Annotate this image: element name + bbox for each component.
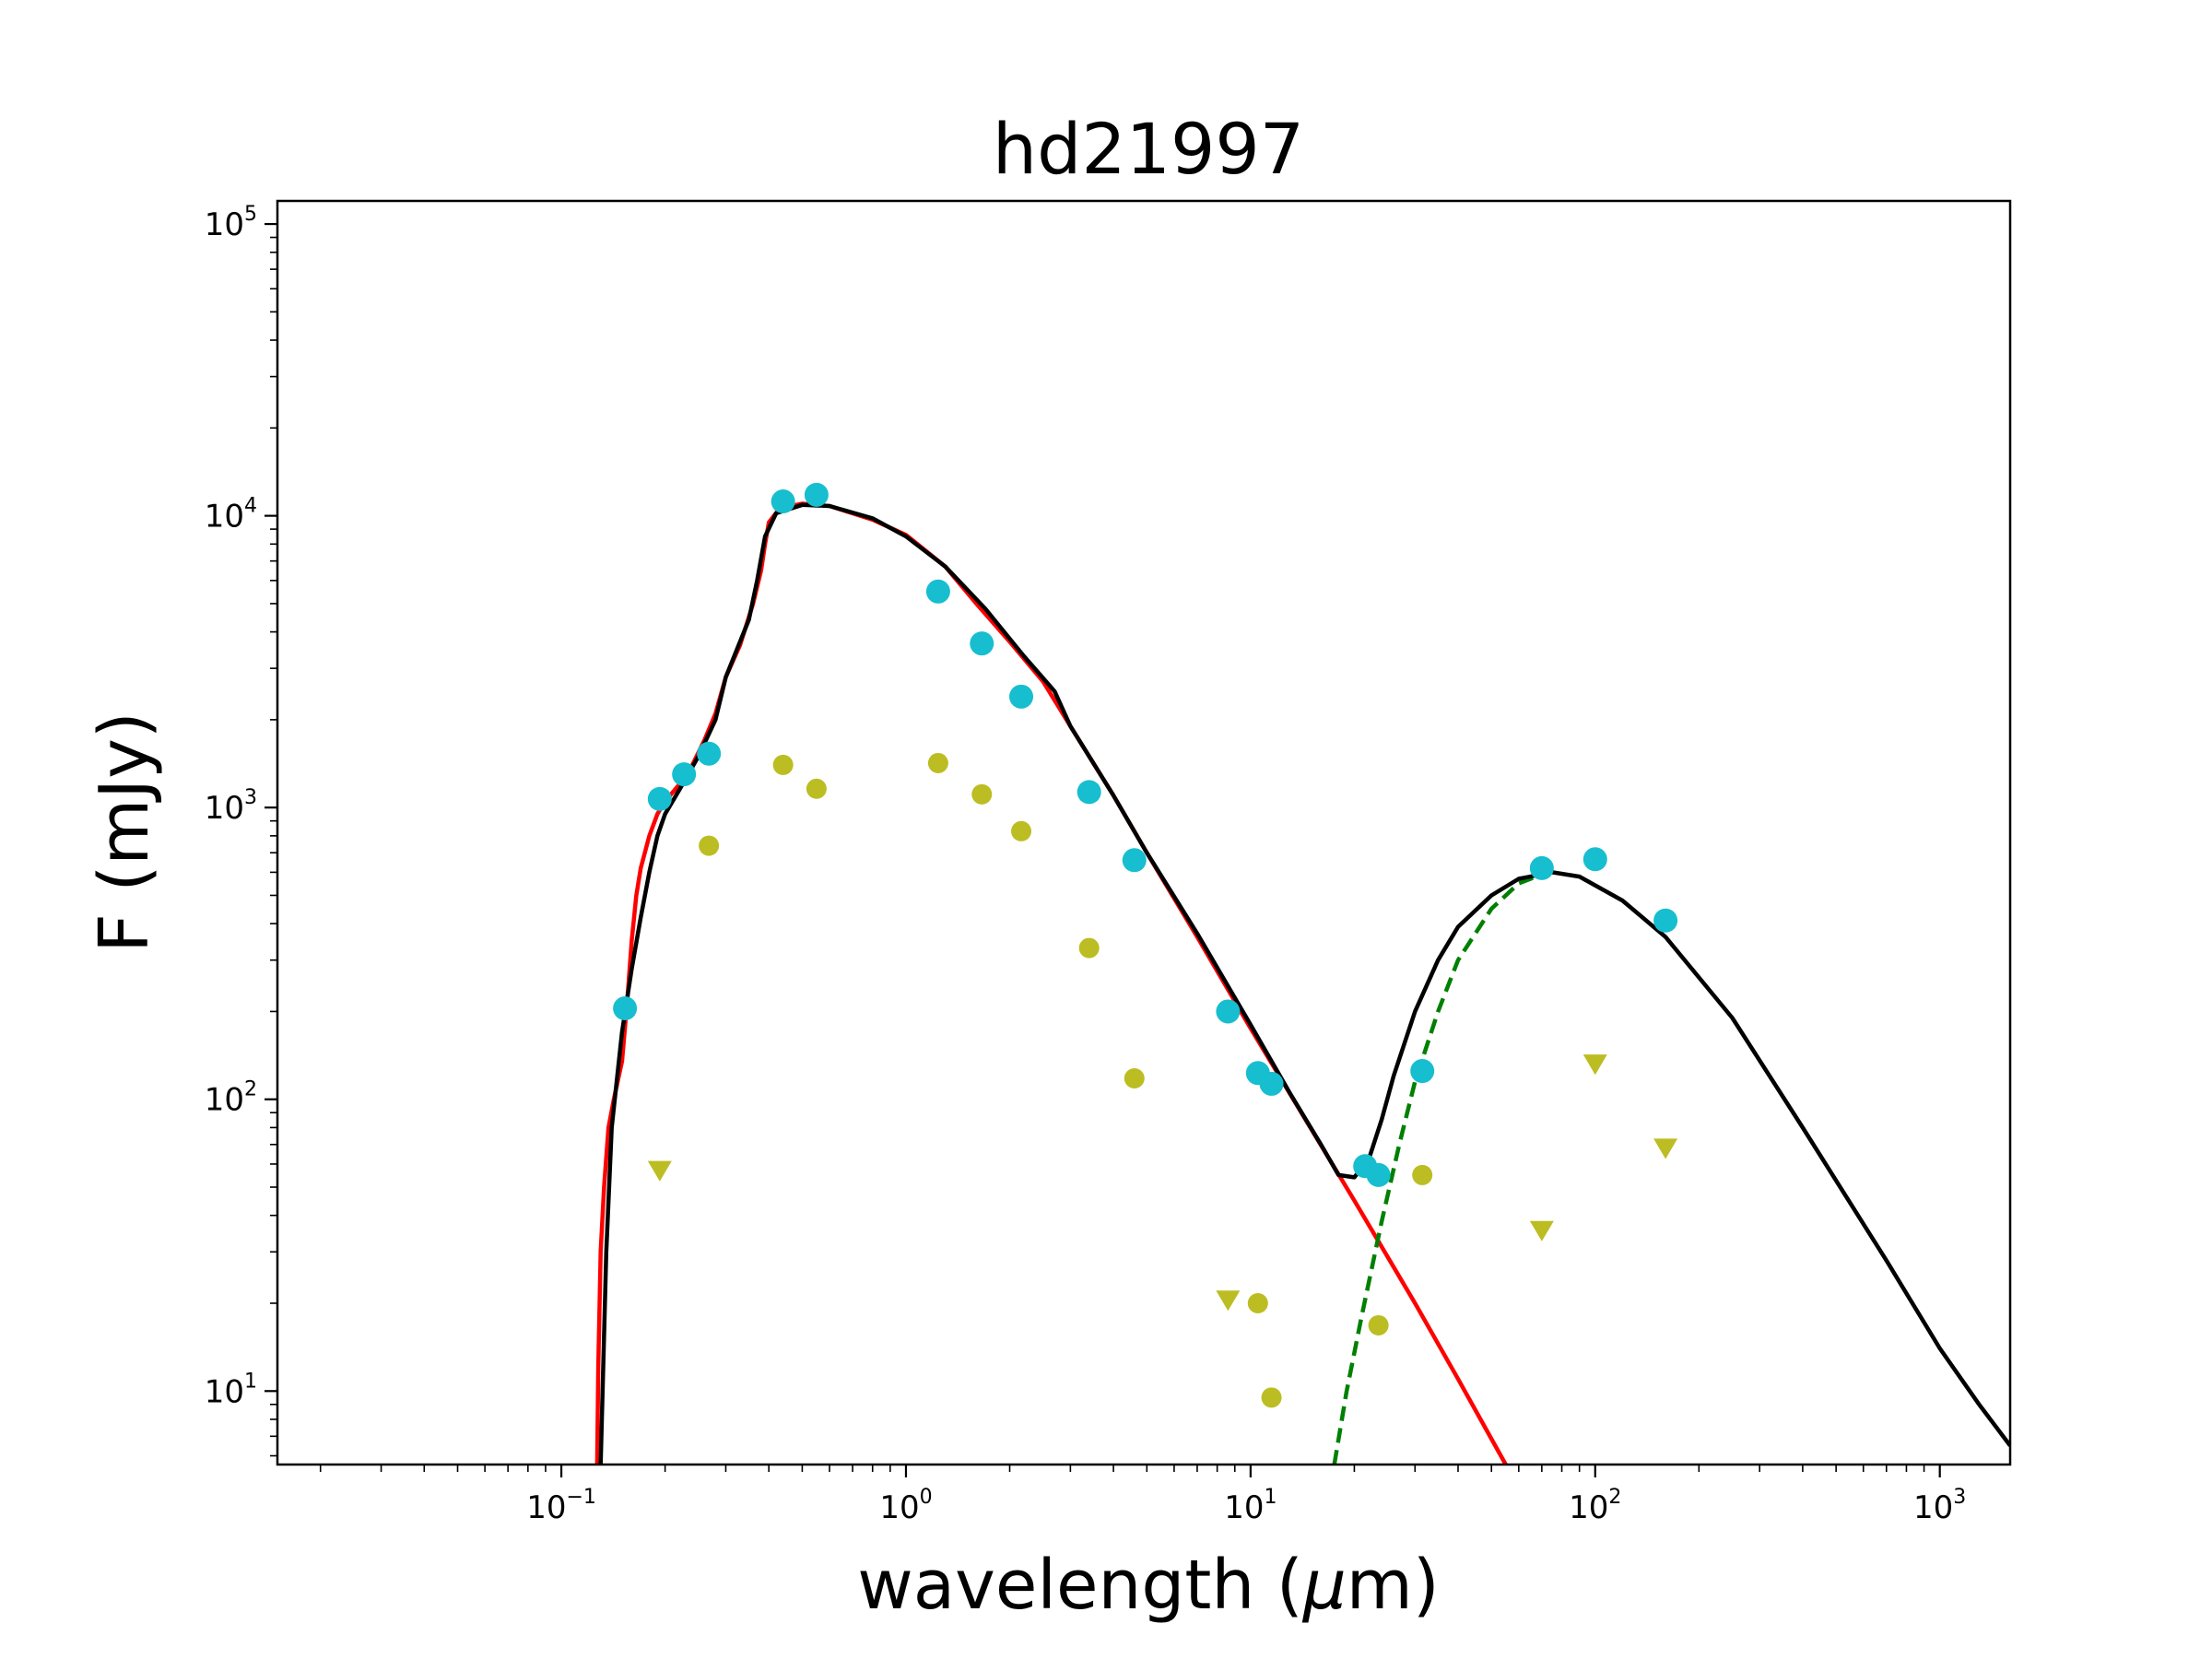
photometry-point	[1259, 1071, 1284, 1096]
disk_model-line	[1332, 872, 1543, 1465]
excess-point	[1247, 1292, 1268, 1313]
excess-point	[1011, 820, 1032, 841]
excess-point	[1261, 1387, 1282, 1408]
y-tick-label: 104	[205, 495, 257, 535]
y-axis-title: F (mJy)	[85, 712, 164, 953]
x-tick-label: 101	[1224, 1486, 1277, 1526]
photometry-point	[1077, 780, 1101, 805]
photometry-point	[925, 579, 950, 604]
photometry-point	[613, 996, 638, 1021]
upper-limit-point	[1529, 1220, 1554, 1241]
plot-frame	[276, 199, 2012, 1466]
excess-point	[927, 752, 948, 773]
photometry-point	[1410, 1059, 1435, 1084]
excess-point	[772, 754, 794, 775]
photometry-point	[970, 631, 994, 656]
photometry-point	[697, 741, 722, 766]
photometry-point	[1122, 848, 1147, 873]
axis-ticks: 10−1 100 101 102 103 101 102 103 104 105	[205, 203, 1967, 1526]
excess-point	[971, 783, 993, 805]
upper-limit-point	[1653, 1138, 1678, 1159]
upper-limit-point	[1583, 1054, 1607, 1076]
photometry-point	[804, 482, 829, 507]
y-tick-label: 101	[205, 1370, 257, 1410]
photometry-point	[1653, 908, 1678, 933]
photometry-point	[647, 786, 672, 811]
x-axis-title: wavelength (μm)	[857, 1546, 1440, 1625]
excess-point	[1412, 1164, 1433, 1185]
total_model-line	[598, 502, 2010, 1465]
photometry-point	[1216, 999, 1241, 1024]
excess-point	[1124, 1067, 1145, 1088]
y-tick-label: 102	[205, 1078, 257, 1119]
photometry-point	[672, 762, 697, 787]
plot-area	[594, 482, 2010, 1465]
y-tick-label: 105	[205, 203, 257, 243]
upper-limit-point	[1216, 1290, 1241, 1312]
x-tick-label: 102	[1569, 1486, 1621, 1526]
photometry-point	[1366, 1162, 1391, 1187]
excess-point	[1078, 937, 1100, 959]
excess-point	[806, 778, 827, 799]
photometry-point	[771, 489, 795, 514]
excess-point	[699, 835, 720, 856]
x-tick-label: 103	[1913, 1486, 1966, 1526]
photometry-point	[1009, 684, 1034, 709]
excess-point	[1368, 1314, 1389, 1335]
photometry-point	[1529, 855, 1554, 880]
photometry-point	[1583, 847, 1607, 872]
x-tick-label: 100	[879, 1486, 932, 1526]
y-tick-label: 103	[205, 786, 257, 827]
upper-limit-point	[647, 1160, 672, 1182]
x-tick-label: 10−1	[526, 1486, 596, 1526]
chart-title: hd21997	[993, 108, 1304, 190]
